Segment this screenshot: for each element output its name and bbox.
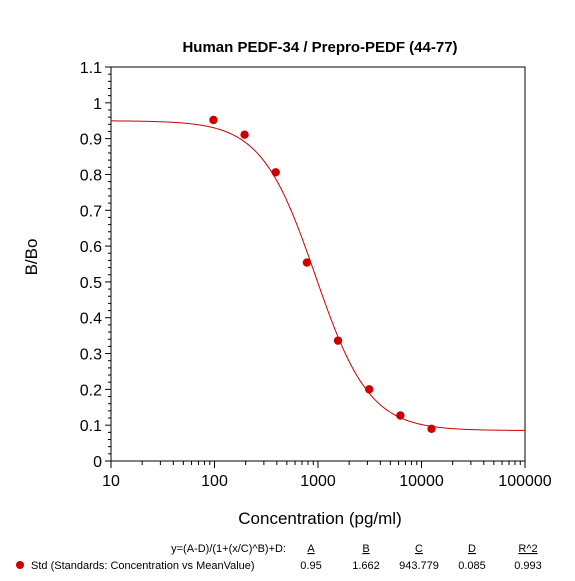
- x-axis-label: Concentration (pg/ml): [238, 509, 401, 528]
- y-axis-label: B/Bo: [22, 239, 41, 276]
- x-axis: 10 100 1000 10000 100000: [102, 461, 552, 490]
- legend-value-r2: 0.993: [514, 560, 542, 572]
- data-point: [209, 115, 218, 125]
- x-tick-label: 10000: [399, 473, 444, 490]
- y-axis: 0 0.1 0.2 0.3 0.4 0.5 0.6 0.7 0.8 0.9 1 1.1: [80, 60, 111, 471]
- y-tick-label: 0.7: [80, 203, 102, 220]
- y-tick-label: 1.1: [80, 60, 102, 77]
- x-tick-label: 1000: [300, 473, 336, 490]
- y-tick-label: 0.2: [80, 382, 102, 399]
- y-tick-label: 0.4: [80, 311, 102, 328]
- data-point: [333, 336, 343, 345]
- x-tick-label: 100: [201, 473, 228, 490]
- chart-title: Human PEDF-34 / Prepro-PEDF (44-77): [182, 39, 457, 56]
- data-point: [396, 411, 405, 420]
- x-tick-label: 10: [102, 473, 120, 490]
- y-tick-label: 0.3: [80, 347, 102, 364]
- y-tick-label: 0.1: [80, 418, 102, 435]
- y-tick-label: 0.8: [80, 167, 102, 184]
- legend-value-a: 0.95: [300, 560, 321, 572]
- x-tick-label: 100000: [498, 473, 551, 490]
- y-tick-label: 0.5: [80, 275, 102, 292]
- legend-header-r2: R^2: [518, 543, 537, 555]
- y-tick-label: 0.6: [80, 239, 102, 256]
- fit-curve: [110, 120, 526, 431]
- legend-header-d: D: [468, 543, 476, 555]
- legend-header-c: C: [415, 543, 423, 555]
- legend-header-b: B: [362, 543, 369, 555]
- data-point: [240, 130, 249, 139]
- legend-value-b: 1.662: [352, 560, 380, 572]
- legend: y=(A-D)/(1+(x/C)^B)+D: A B C D R^2 Std (…: [16, 543, 542, 572]
- y-tick-label: 0.9: [80, 132, 102, 149]
- legend-series-name: Std (Standards: Concentration vs MeanVal…: [31, 560, 255, 572]
- data-point: [427, 424, 436, 433]
- plot-frame: [110, 66, 526, 462]
- legend-header-a: A: [307, 543, 315, 555]
- legend-equation: y=(A-D)/(1+(x/C)^B)+D:: [171, 543, 286, 555]
- y-tick-label: 1: [93, 96, 102, 113]
- y-tick-label: 0: [93, 454, 102, 471]
- data-point: [302, 258, 312, 267]
- data-point: [271, 168, 280, 177]
- legend-value-c: 943.779: [399, 560, 439, 572]
- legend-value-d: 0.085: [458, 560, 486, 572]
- data-point: [365, 385, 374, 394]
- legend-marker: [16, 561, 24, 569]
- data-points: [209, 115, 436, 433]
